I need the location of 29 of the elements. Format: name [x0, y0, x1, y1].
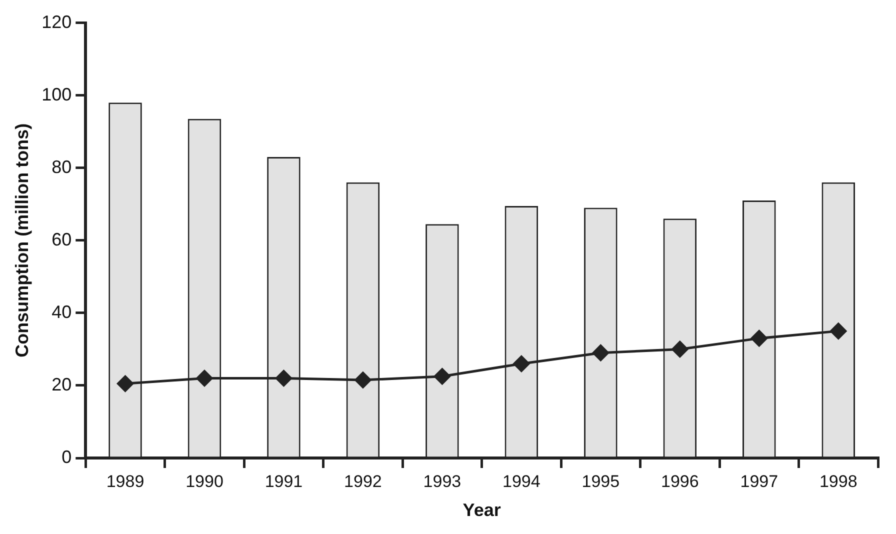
y-tick-label: 60 — [52, 229, 72, 250]
x-tick-label: 1992 — [344, 472, 382, 491]
y-tick-label: 0 — [62, 446, 72, 467]
y-tick-label: 120 — [42, 12, 72, 32]
x-tick-label: 1998 — [819, 472, 858, 491]
point — [672, 340, 688, 358]
point — [275, 370, 292, 386]
x-tick-label: 1994 — [502, 472, 540, 491]
y-tick-label: 100 — [42, 84, 72, 104]
x-tick-label: 1996 — [660, 472, 699, 491]
point — [354, 372, 372, 388]
x-axis-title: Year — [462, 500, 501, 520]
y-tick-label: 80 — [52, 156, 72, 177]
y-axis-title: Consumption (million tons) — [12, 123, 32, 358]
x-tick-label: 1990 — [186, 472, 224, 491]
y-tick-label: 20 — [52, 374, 72, 394]
point — [830, 322, 847, 340]
point — [513, 355, 530, 372]
y-tick-label: 40 — [52, 302, 72, 322]
point — [117, 375, 134, 392]
point — [196, 370, 213, 386]
x-tick-label: 1997 — [740, 472, 778, 491]
point — [750, 330, 768, 347]
x-tick-label: 1991 — [264, 472, 303, 491]
point — [592, 344, 609, 362]
point — [434, 368, 450, 385]
x-tick-label: 1989 — [106, 472, 144, 491]
x-tick-label: 1993 — [423, 472, 462, 491]
x-tick-label: 1995 — [582, 472, 620, 491]
